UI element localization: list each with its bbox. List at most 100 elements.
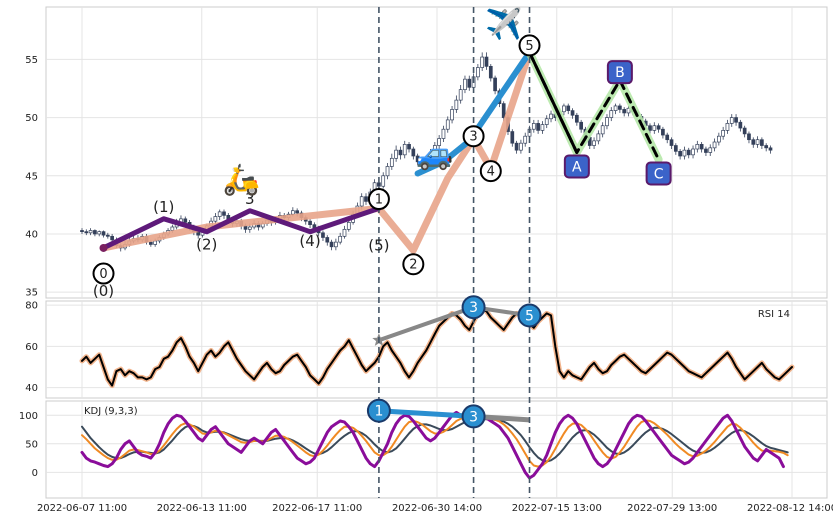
candle bbox=[613, 105, 618, 111]
wave-label: 0 bbox=[99, 267, 107, 282]
kdj-ytick-label: 100 bbox=[19, 411, 38, 422]
candle bbox=[510, 131, 515, 144]
car-icon: 🚙 bbox=[416, 137, 453, 172]
price-ytick-label: 45 bbox=[25, 171, 38, 182]
wave-circle-marker bbox=[402, 253, 425, 276]
kdj-marker bbox=[366, 398, 391, 423]
wave-label: 2 bbox=[409, 258, 417, 273]
candle bbox=[652, 125, 657, 131]
candle bbox=[222, 211, 226, 216]
wave-vlines bbox=[378, 7, 531, 498]
candle bbox=[747, 133, 751, 141]
wave-circle-marker bbox=[92, 262, 115, 285]
candle bbox=[437, 138, 442, 146]
candle bbox=[411, 148, 416, 157]
candle bbox=[514, 142, 519, 151]
xtick-label: 2022-06-13 11:00 bbox=[157, 503, 247, 514]
candle bbox=[574, 114, 579, 123]
wave-label: 5 bbox=[525, 39, 533, 54]
candle bbox=[420, 161, 424, 167]
wave-label: 1 bbox=[375, 193, 383, 208]
xtick-label: 2022-06-07 11:00 bbox=[37, 503, 127, 514]
candle bbox=[458, 89, 463, 101]
rsi-connector bbox=[378, 305, 475, 343]
wave-label: (1) bbox=[153, 198, 174, 216]
candle bbox=[618, 105, 622, 110]
wave-circle-marker bbox=[367, 188, 390, 211]
rsi-marker-label: 5 bbox=[525, 308, 534, 324]
candle bbox=[402, 144, 407, 156]
candle bbox=[338, 235, 343, 243]
wave-label: 4 bbox=[487, 165, 495, 180]
candle bbox=[540, 124, 545, 131]
kdj-marker-label: 1 bbox=[374, 404, 383, 420]
candle bbox=[695, 144, 700, 150]
candle bbox=[729, 117, 734, 124]
candle bbox=[105, 234, 110, 237]
price-ytick-label: 55 bbox=[25, 55, 38, 66]
wave-circle-marker bbox=[518, 34, 541, 57]
candle bbox=[441, 128, 446, 139]
candle bbox=[691, 148, 695, 156]
candle bbox=[626, 107, 631, 114]
wave-label: 3 bbox=[469, 130, 477, 145]
candle bbox=[84, 231, 89, 234]
rsi-marker-label: 3 bbox=[469, 300, 478, 316]
abc-label: C bbox=[654, 166, 664, 182]
xtick-label: 2022-06-17 11:00 bbox=[272, 503, 362, 514]
candle bbox=[682, 149, 687, 157]
candle bbox=[669, 139, 674, 146]
candle bbox=[308, 220, 312, 226]
kdj-ytick-label: 50 bbox=[25, 439, 38, 450]
candle bbox=[110, 235, 114, 241]
abc-marker bbox=[563, 154, 590, 179]
candle bbox=[148, 241, 153, 245]
candle bbox=[609, 110, 614, 118]
candle bbox=[450, 109, 454, 121]
abc-label: B bbox=[615, 65, 625, 81]
candle bbox=[570, 110, 575, 116]
wave-labels: 0(0) (1) (2) 3 (4) (5) 1 2 3 4 5 A B C 🛵 🚙 ✈️ 3 5 1 3 bbox=[92, 5, 672, 429]
rsi-ytick-label: 80 bbox=[25, 301, 38, 312]
price-ytick-label: 50 bbox=[25, 113, 38, 124]
candle bbox=[600, 125, 605, 135]
candle bbox=[725, 123, 730, 131]
candle bbox=[665, 134, 670, 141]
candle bbox=[488, 66, 493, 79]
candle bbox=[536, 123, 540, 131]
price-ytick-label: 40 bbox=[25, 229, 38, 240]
wave-label: (0) bbox=[93, 282, 114, 300]
candle bbox=[346, 221, 351, 230]
wave-label: (5) bbox=[368, 237, 389, 255]
candle bbox=[493, 77, 497, 92]
candle bbox=[596, 133, 601, 142]
candle bbox=[566, 105, 571, 111]
candle bbox=[716, 135, 721, 143]
kdj-marker-label: 3 bbox=[469, 409, 478, 425]
candle bbox=[428, 152, 433, 160]
candle bbox=[484, 56, 489, 67]
candle bbox=[712, 141, 717, 149]
candle bbox=[742, 127, 747, 135]
wave-label: (4) bbox=[299, 232, 320, 250]
candle bbox=[295, 210, 300, 214]
candle bbox=[562, 105, 566, 113]
kdj-connector bbox=[378, 408, 474, 419]
candle bbox=[699, 144, 704, 150]
xtick-label: 2022-06-30 14:00 bbox=[392, 503, 482, 514]
wave-purple bbox=[101, 205, 382, 251]
abc-marker bbox=[645, 161, 672, 186]
candle bbox=[385, 166, 390, 177]
candle bbox=[463, 78, 467, 90]
candle bbox=[381, 175, 386, 187]
candle bbox=[579, 121, 584, 130]
candle bbox=[501, 103, 506, 118]
candle bbox=[377, 182, 381, 187]
candle bbox=[764, 145, 769, 149]
airplane-icon: ✈️ bbox=[485, 5, 522, 42]
candle bbox=[592, 140, 596, 146]
candle bbox=[704, 148, 708, 153]
candle bbox=[523, 135, 528, 144]
candle bbox=[708, 147, 713, 153]
